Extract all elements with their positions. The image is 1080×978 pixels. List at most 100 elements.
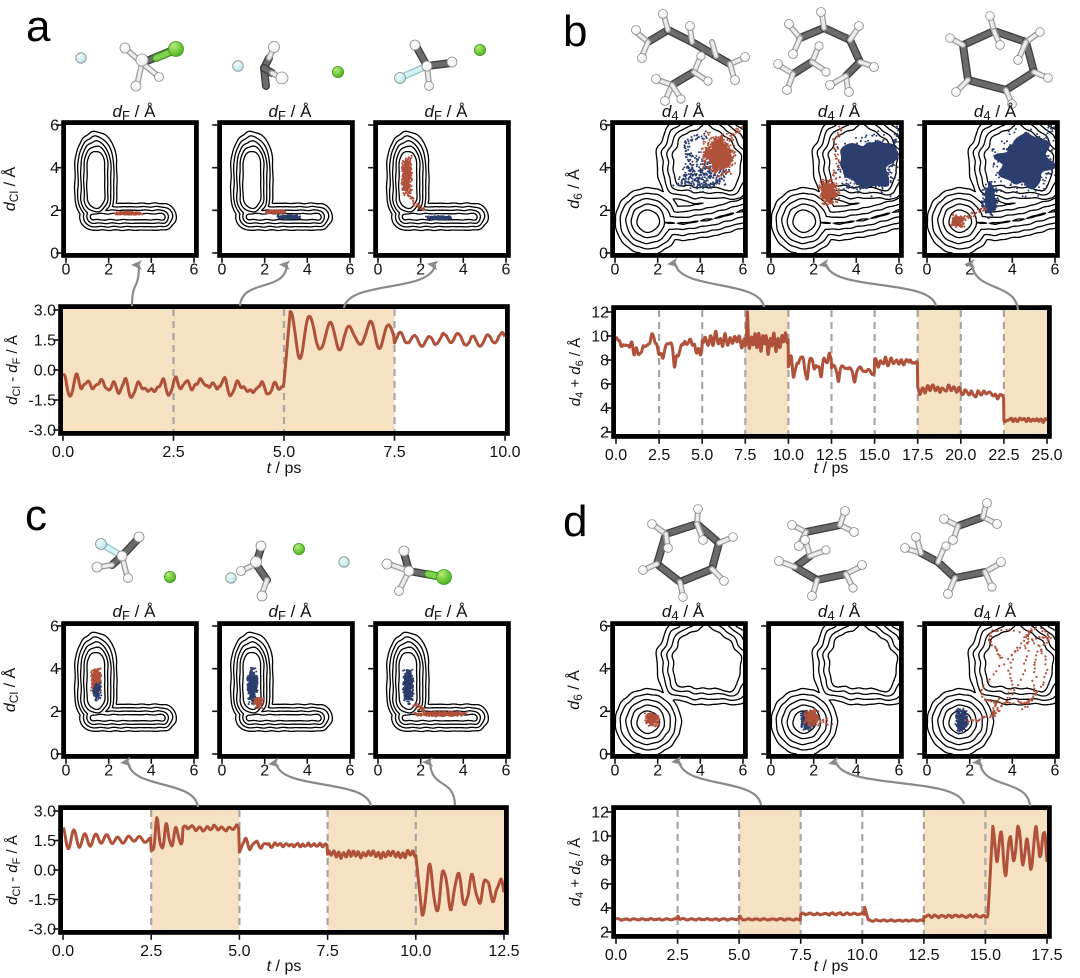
svg-text:6: 6 [599, 619, 608, 636]
svg-text:d4 / Å: d4 / Å [974, 102, 1017, 123]
svg-text:2: 2 [260, 763, 269, 780]
svg-text:0: 0 [599, 747, 608, 764]
svg-text:4: 4 [459, 262, 468, 279]
svg-text:-3.0: -3.0 [28, 922, 56, 939]
svg-text:0: 0 [374, 763, 383, 780]
svg-text:d4 + d6 / Å: d4 + d6 / Å [567, 838, 586, 907]
svg-text:4: 4 [50, 661, 59, 678]
svg-text:4: 4 [303, 262, 312, 279]
svg-text:b: b [563, 7, 587, 56]
svg-text:dF / Å: dF / Å [425, 102, 469, 123]
svg-text:d: d [563, 497, 587, 546]
svg-text:5.0: 5.0 [228, 943, 250, 960]
svg-text:12.5: 12.5 [488, 943, 519, 960]
svg-text:0: 0 [218, 763, 227, 780]
svg-text:-1.5: -1.5 [28, 393, 56, 410]
svg-text:6: 6 [1051, 763, 1060, 780]
svg-text:12: 12 [591, 805, 609, 822]
svg-text:6: 6 [895, 763, 904, 780]
svg-text:17.5: 17.5 [1031, 947, 1062, 964]
svg-text:2: 2 [809, 763, 818, 780]
svg-text:2: 2 [965, 763, 974, 780]
svg-text:15.0: 15.0 [970, 947, 1001, 964]
svg-text:4: 4 [600, 901, 609, 918]
svg-text:20.0: 20.0 [945, 447, 976, 464]
svg-text:2: 2 [599, 704, 608, 721]
svg-text:0: 0 [923, 763, 932, 780]
svg-text:dF / Å: dF / Å [425, 602, 469, 623]
svg-text:0: 0 [767, 763, 776, 780]
svg-text:7.5: 7.5 [383, 444, 405, 461]
svg-text:0: 0 [599, 246, 608, 263]
svg-text:0: 0 [611, 262, 620, 279]
svg-text:0.0: 0.0 [52, 943, 74, 960]
svg-text:6: 6 [50, 118, 59, 135]
svg-text:4: 4 [147, 262, 156, 279]
svg-text:0: 0 [218, 262, 227, 279]
svg-text:4: 4 [147, 763, 156, 780]
svg-text:c: c [25, 491, 47, 540]
svg-text:4: 4 [852, 262, 861, 279]
svg-text:6: 6 [739, 262, 748, 279]
svg-text:0: 0 [374, 262, 383, 279]
svg-text:25.0: 25.0 [1031, 447, 1062, 464]
svg-text:10.0: 10.0 [847, 947, 878, 964]
svg-text:d4 / Å: d4 / Å [662, 602, 705, 623]
svg-text:4: 4 [303, 763, 312, 780]
svg-text:-1.5: -1.5 [28, 892, 56, 909]
svg-text:4: 4 [696, 763, 705, 780]
svg-text:10.0: 10.0 [400, 943, 431, 960]
svg-text:6: 6 [346, 262, 355, 279]
svg-text:6: 6 [190, 763, 199, 780]
svg-text:6: 6 [895, 262, 904, 279]
svg-text:12.5: 12.5 [816, 447, 847, 464]
svg-text:-3.0: -3.0 [28, 423, 56, 440]
svg-text:d6 / Å: d6 / Å [564, 169, 585, 209]
svg-text:4: 4 [1008, 262, 1017, 279]
svg-text:7.5: 7.5 [790, 947, 812, 964]
svg-text:0: 0 [62, 262, 71, 279]
svg-text:2.5: 2.5 [666, 947, 688, 964]
svg-text:4: 4 [1008, 763, 1017, 780]
svg-text:t / ps: t / ps [814, 460, 849, 477]
svg-text:6: 6 [502, 262, 511, 279]
svg-text:2.5: 2.5 [162, 444, 184, 461]
svg-text:7.5: 7.5 [316, 943, 338, 960]
svg-text:0.0: 0.0 [34, 863, 56, 880]
svg-text:6: 6 [600, 877, 609, 894]
svg-text:10: 10 [591, 329, 609, 346]
svg-text:d4 + d6 / Å: d4 + d6 / Å [567, 338, 586, 407]
svg-text:3.0: 3.0 [34, 804, 56, 821]
svg-text:0.0: 0.0 [52, 444, 74, 461]
svg-text:10.0: 10.0 [489, 444, 520, 461]
svg-text:5.0: 5.0 [273, 444, 295, 461]
svg-text:4: 4 [600, 401, 609, 418]
svg-text:4: 4 [50, 160, 59, 177]
svg-text:dF / Å: dF / Å [269, 102, 313, 123]
svg-text:2: 2 [600, 425, 609, 442]
svg-text:0: 0 [923, 262, 932, 279]
svg-text:6: 6 [190, 262, 199, 279]
svg-text:d4 / Å: d4 / Å [974, 602, 1017, 623]
svg-text:4: 4 [459, 763, 468, 780]
svg-text:4: 4 [599, 160, 608, 177]
svg-text:2: 2 [104, 763, 113, 780]
svg-text:4: 4 [696, 262, 705, 279]
svg-text:2: 2 [653, 262, 662, 279]
svg-text:5.0: 5.0 [691, 447, 713, 464]
svg-text:t / ps: t / ps [267, 958, 302, 975]
svg-text:6: 6 [50, 619, 59, 636]
svg-text:dF / Å: dF / Å [113, 102, 157, 123]
svg-text:4: 4 [852, 763, 861, 780]
svg-text:2.5: 2.5 [648, 447, 670, 464]
svg-text:2: 2 [50, 704, 59, 721]
svg-text:d4 / Å: d4 / Å [662, 102, 705, 123]
svg-text:2: 2 [809, 262, 818, 279]
svg-text:dF / Å: dF / Å [269, 602, 313, 623]
svg-text:15.0: 15.0 [859, 447, 890, 464]
svg-text:0: 0 [611, 763, 620, 780]
svg-text:0: 0 [50, 246, 59, 263]
svg-text:2: 2 [104, 262, 113, 279]
svg-text:2: 2 [965, 262, 974, 279]
svg-text:8: 8 [600, 853, 609, 870]
